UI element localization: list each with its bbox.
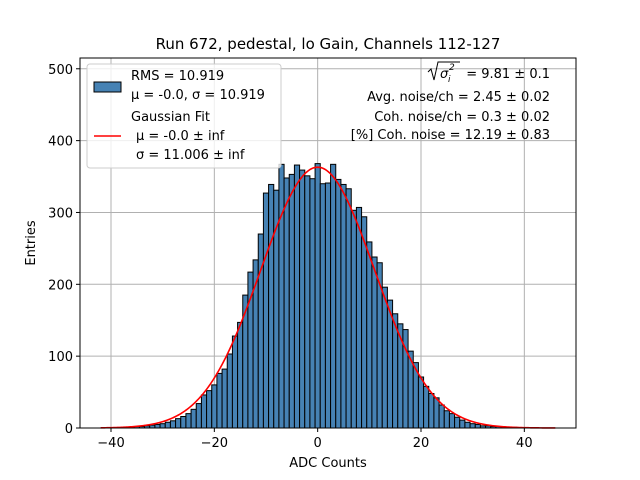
histogram-bar — [448, 413, 456, 429]
histogram-bar — [355, 206, 363, 429]
coh-noise-annotation: Coh. noise/ch = 0.3 ± 0.02 — [374, 110, 550, 125]
histogram-bar — [304, 175, 311, 429]
x-tick-label: 20 — [413, 436, 430, 451]
histogram-bar — [180, 416, 187, 429]
histogram-bar — [299, 169, 306, 429]
histogram-bar — [459, 419, 466, 429]
histogram-bar — [288, 173, 295, 429]
plot-frame — [79, 57, 577, 429]
histogram-bar — [169, 420, 177, 429]
x-tick-label: −20 — [201, 436, 228, 451]
gaussian-fit-line — [100, 166, 556, 429]
legend-fit-label-3: σ = 11.006 ± inf — [136, 148, 245, 163]
histogram-bar — [433, 397, 440, 429]
histogram-bar — [154, 423, 161, 429]
histogram-bar — [340, 183, 347, 429]
histogram-bar — [262, 192, 270, 429]
histogram-bar — [330, 163, 337, 429]
y-tick-label: 300 — [48, 206, 73, 221]
histogram-bar — [206, 390, 213, 429]
histogram-bar — [195, 403, 202, 429]
histogram-bar — [335, 178, 342, 429]
histogram-bar — [231, 335, 239, 429]
histogram-bar — [237, 321, 244, 429]
histogram-bar — [417, 376, 425, 429]
y-tick-label: 400 — [48, 135, 73, 150]
histogram-bar — [159, 423, 166, 429]
legend-histogram-swatch — [93, 81, 122, 93]
histogram-bar — [464, 421, 471, 429]
histogram-bar — [190, 408, 197, 429]
histogram-bar — [438, 404, 445, 429]
coh-noise-pct-annotation: [%] Coh. noise = 12.19 ± 0.83 — [351, 128, 550, 143]
histogram-bar — [164, 421, 171, 429]
histogram-bar — [366, 241, 373, 429]
histogram-bar — [443, 410, 450, 429]
legend-histogram-label-1: RMS = 10.919 — [131, 69, 224, 84]
avg-noise-annotation: Avg. noise/ch = 2.45 ± 0.02 — [367, 90, 550, 105]
x-axis-label: ADC Counts — [289, 456, 367, 471]
histogram-bar — [268, 183, 275, 429]
histogram-bar — [278, 163, 285, 429]
y-tick-label: 200 — [48, 278, 73, 293]
legend-frame — [86, 63, 282, 169]
svg-text:2: 2 — [449, 63, 455, 73]
x-axis-ticks: −40 −20 0 20 40 — [97, 428, 533, 451]
x-tick-label: 40 — [516, 436, 533, 451]
legend-histogram-label-2: μ = -0.0, σ = 10.919 — [131, 88, 265, 103]
histogram-bar — [216, 372, 223, 429]
x-tick-label: −40 — [97, 436, 124, 451]
y-axis-ticks: 0 100 200 300 400 500 — [48, 63, 80, 437]
histogram-bar — [293, 164, 301, 429]
svg-text:σ: σ — [440, 67, 449, 82]
histogram-bar — [428, 393, 435, 429]
legend-fit-label-1: Gaussian Fit — [131, 110, 210, 125]
y-tick-label: 0 — [65, 422, 73, 437]
y-tick-label: 100 — [48, 350, 73, 365]
y-tick-label: 500 — [48, 63, 73, 78]
histogram-bar — [309, 178, 316, 429]
x-tick-label: 0 — [314, 436, 322, 451]
legend-fit-label-2: μ = -0.0 ± inf — [136, 129, 225, 144]
legend: RMS = 10.919 μ = -0.0, σ = 10.919 Gaussi… — [86, 63, 282, 169]
histogram-bar — [345, 188, 352, 429]
histogram-bar — [469, 423, 476, 429]
histogram-bar — [386, 299, 394, 429]
histogram-bar — [314, 163, 321, 429]
chart-title: Run 672, pedestal, lo Gain, Channels 112… — [156, 35, 501, 53]
histogram-bars — [123, 163, 518, 429]
sigma-sum-annotation: σ 2 i = 9.81 ± 0.1 — [427, 61, 550, 85]
y-axis-label: Entries — [24, 220, 39, 266]
histogram-bar — [324, 182, 332, 429]
histogram-bar — [175, 418, 182, 429]
histogram-bar — [226, 353, 233, 429]
histogram-bar — [185, 413, 192, 429]
histogram-bar — [319, 183, 326, 429]
histogram-bar — [474, 423, 481, 429]
sigma-sum-value: = 9.81 ± 0.1 — [466, 67, 550, 82]
histogram-bar — [200, 394, 208, 429]
histogram-bar — [423, 385, 430, 429]
histogram-bar — [283, 177, 290, 429]
svg-text:i: i — [448, 75, 451, 85]
histogram-bar — [381, 286, 388, 429]
noise-annotations: σ 2 i = 9.81 ± 0.1 Avg. noise/ch = 2.45 … — [351, 61, 550, 143]
histogram-bar — [397, 323, 404, 429]
histogram-bar — [221, 368, 228, 429]
histogram-bar — [350, 209, 357, 429]
histogram-bar — [371, 256, 378, 429]
histogram-bar — [454, 416, 461, 429]
histogram-bar — [211, 384, 218, 429]
